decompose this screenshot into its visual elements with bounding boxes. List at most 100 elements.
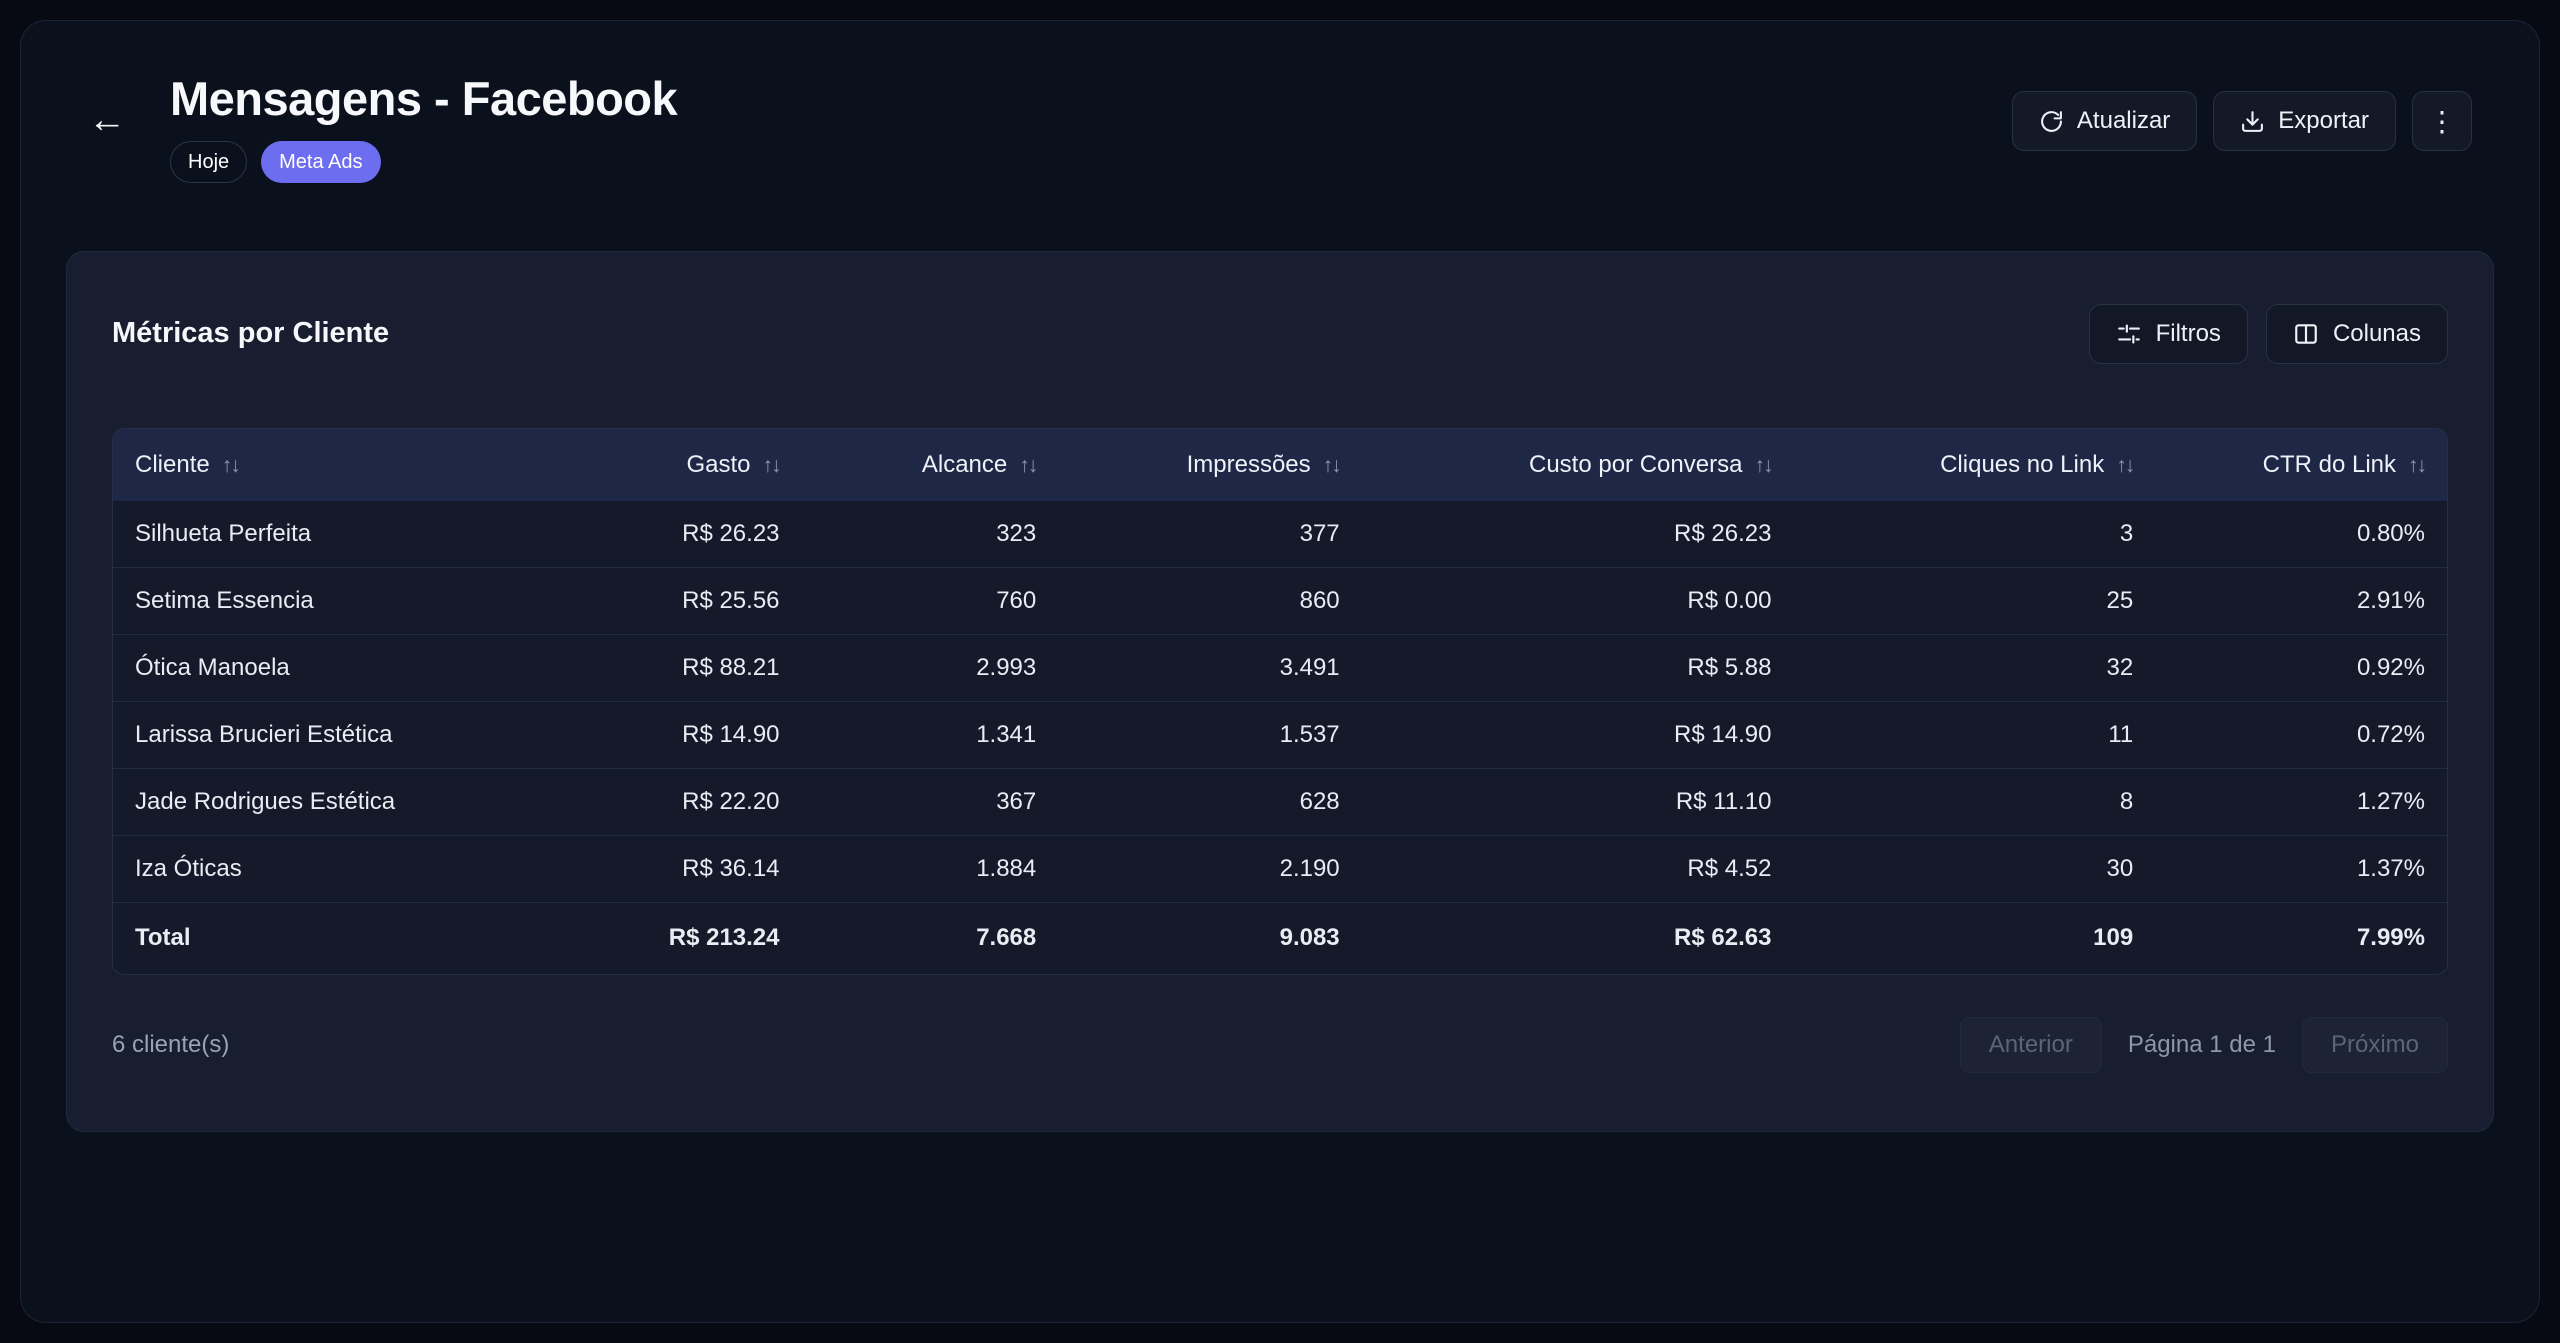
column-label: CTR do Link: [2262, 450, 2396, 478]
table-cell: R$ 4.52: [1361, 835, 1794, 903]
table-cell: 25: [1793, 567, 2156, 635]
metrics-table: Cliente ↑↓ Gasto ↑↓ Alcance ↑↓ Impressões ↑↓ Cus…: [113, 428, 2447, 974]
table-cell: R$ 36.14: [556, 835, 802, 903]
column-header-alcance[interactable]: Alcance ↑↓: [801, 428, 1059, 501]
column-header-cliques-no-link[interactable]: Cliques no Link ↑↓: [1793, 428, 2156, 501]
filters-button[interactable]: Filtros: [2088, 303, 2248, 364]
total-cell: Total: [113, 902, 557, 974]
client-name-cell: Larissa Brucieri Estética: [113, 701, 557, 769]
table-row: Silhueta Perfeita R$ 26.23 323 377 R$ 26.23 3…: [113, 500, 2447, 568]
table-cell: 1.341: [801, 701, 1059, 769]
date-badge: Hoje: [170, 140, 248, 183]
client-name-cell: Setima Essencia: [113, 567, 557, 635]
refresh-button-label: Atualizar: [2076, 107, 2171, 134]
table-cell: 1.37%: [2155, 835, 2447, 903]
refresh-button[interactable]: Atualizar: [2011, 91, 2198, 151]
table-cell: R$ 11.10: [1361, 768, 1794, 836]
card-header: Métricas por Cliente Filtros Colunas: [112, 303, 2448, 364]
sort-icon: ↑↓: [2408, 453, 2427, 477]
column-header-cliente[interactable]: Cliente ↑↓: [113, 428, 557, 501]
total-cell: R$ 62.63: [1361, 902, 1794, 974]
sort-icon: ↑↓: [762, 453, 782, 477]
table-cell: 860: [1058, 567, 1362, 635]
table-cell: 2.190: [1058, 835, 1362, 903]
total-cell: R$ 213.24: [556, 902, 802, 974]
table-cell: 628: [1058, 768, 1362, 836]
table-cell: 367: [801, 768, 1059, 836]
column-label: Custo por Conversa: [1529, 450, 1743, 478]
total-cell: 7.99%: [2155, 902, 2447, 974]
table-row: Jade Rodrigues Estética R$ 22.20 367 628 R$ …: [113, 768, 2447, 836]
previous-page-button[interactable]: Anterior: [1959, 1016, 2102, 1073]
client-name-cell: Iza Óticas: [113, 835, 557, 903]
table-cell: R$ 22.20: [556, 768, 802, 836]
more-options-button[interactable]: ⋮: [2412, 91, 2472, 151]
column-label: Gasto: [686, 450, 751, 478]
metrics-table-wrap: Cliente ↑↓ Gasto ↑↓ Alcance ↑↓ Impressões ↑↓ Cus…: [112, 427, 2448, 975]
page-title: Mensagens - Facebook: [170, 72, 678, 125]
table-row: Setima Essencia R$ 25.56 760 860 R$ 0.00 25 2.…: [113, 567, 2447, 635]
total-cell: 9.083: [1058, 902, 1362, 974]
client-name-cell: Jade Rodrigues Estética: [113, 768, 557, 836]
client-name-cell: Ótica Manoela: [113, 634, 557, 702]
table-cell: R$ 5.88: [1361, 634, 1794, 702]
table-cell: R$ 14.90: [1361, 701, 1794, 769]
total-cell: 7.668: [801, 902, 1059, 974]
table-cell: 0.92%: [2155, 634, 2447, 702]
sort-icon: ↑↓: [1754, 453, 1773, 477]
table-cell: R$ 14.90: [556, 701, 802, 769]
page-indicator: Página 1 de 1: [2127, 1030, 2276, 1058]
main-window: ← Mensagens - Facebook Hoje Meta Ads Atu…: [20, 20, 2540, 1323]
column-header-gasto[interactable]: Gasto ↑↓: [556, 428, 802, 501]
table-cell: 1.537: [1058, 701, 1362, 769]
filters-button-label: Filtros: [2155, 319, 2221, 347]
download-icon: [2242, 110, 2264, 132]
table-header-row: Cliente ↑↓ Gasto ↑↓ Alcance ↑↓ Impressões ↑↓ Cus…: [113, 428, 2447, 501]
client-count: 6 cliente(s): [112, 1030, 230, 1058]
table-cell: R$ 88.21: [556, 634, 802, 702]
table-cell: 8: [1793, 768, 2156, 836]
card-footer: 6 cliente(s) Anterior Página 1 de 1 Próx…: [112, 1016, 2448, 1073]
column-label: Impressões: [1186, 450, 1311, 478]
table-row: Iza Óticas R$ 36.14 1.884 2.190 R$ 4.52 30 1.3…: [113, 835, 2447, 903]
table-cell: R$ 0.00: [1361, 567, 1794, 635]
table-cell: 0.80%: [2155, 500, 2447, 568]
badge-row: Hoje Meta Ads: [170, 140, 677, 183]
next-page-button[interactable]: Próximo: [2301, 1016, 2448, 1073]
table-cell: 377: [1058, 500, 1362, 568]
sort-icon: ↑↓: [221, 453, 241, 477]
back-button[interactable]: ←: [88, 99, 126, 141]
column-header-impressoes[interactable]: Impressões ↑↓: [1058, 428, 1362, 501]
table-cell: 32: [1793, 634, 2156, 702]
column-label: Cliente: [135, 450, 210, 478]
table-cell: R$ 26.23: [556, 500, 802, 568]
column-header-ctr-do-link[interactable]: CTR do Link ↑↓: [2155, 428, 2447, 501]
table-cell: 3: [1793, 500, 2156, 568]
source-badge: Meta Ads: [261, 140, 381, 183]
table-cell: 2.993: [801, 634, 1059, 702]
total-cell: 109: [1793, 902, 2156, 974]
sort-icon: ↑↓: [2116, 453, 2135, 477]
columns-icon: [2295, 323, 2317, 344]
sliders-icon: [2117, 324, 2140, 344]
sort-icon: ↑↓: [1322, 453, 1342, 477]
table-cell: 30: [1793, 835, 2156, 903]
export-button-label: Exportar: [2278, 107, 2369, 134]
table-row: Ótica Manoela R$ 88.21 2.993 3.491 R$ 5.88 32…: [113, 634, 2447, 702]
pagination: Anterior Página 1 de 1 Próximo: [1959, 1016, 2448, 1073]
table-row: Larissa Brucieri Estética R$ 14.90 1.341 1.…: [113, 701, 2447, 769]
table-total-row: Total R$ 213.24 7.668 9.083 R$ 62.63 109 7.99%: [113, 902, 2447, 974]
columns-button[interactable]: Colunas: [2265, 303, 2448, 364]
client-name-cell: Silhueta Perfeita: [113, 500, 557, 568]
export-button[interactable]: Exportar: [2213, 91, 2396, 151]
refresh-icon: [2041, 110, 2062, 132]
column-label: Cliques no Link: [1940, 450, 2105, 478]
column-header-custo-por-conversa[interactable]: Custo por Conversa ↑↓: [1361, 428, 1794, 501]
table-cell: R$ 25.56: [556, 567, 802, 635]
table-cell: 1.884: [801, 835, 1059, 903]
table-cell: R$ 26.23: [1361, 500, 1794, 568]
card-title: Métricas por Cliente: [112, 317, 390, 350]
table-cell: 11: [1793, 701, 2156, 769]
table-cell: 3.491: [1058, 634, 1362, 702]
columns-button-label: Colunas: [2332, 319, 2421, 347]
